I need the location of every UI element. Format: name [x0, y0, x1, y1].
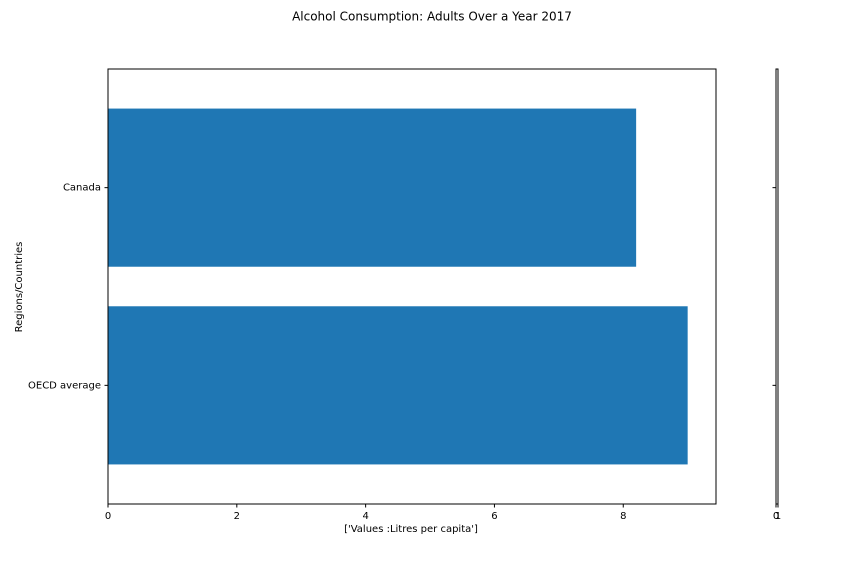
x-axis-label: ['Values :Litres per capita']	[344, 524, 478, 535]
plot-frame	[107, 68, 717, 505]
x-tick-label: 2	[234, 511, 240, 522]
x-tick-label: 0	[105, 511, 111, 522]
plot-frame	[775, 68, 779, 505]
x-tick-label: 4	[362, 511, 368, 522]
y-tick-label: OECD average	[28, 380, 101, 391]
x-tick-label: 1	[775, 511, 781, 522]
x-tick-label: 8	[620, 511, 626, 522]
bar	[108, 108, 637, 267]
y-tick-label: Canada	[63, 183, 101, 194]
x-tick-label: 6	[491, 511, 497, 522]
chart-title: Alcohol Consumption: Adults Over a Year …	[292, 10, 572, 24]
bar	[108, 306, 688, 465]
x-tick-label: 0	[773, 511, 779, 522]
y-axis-label: Regions/Countries	[14, 242, 25, 333]
